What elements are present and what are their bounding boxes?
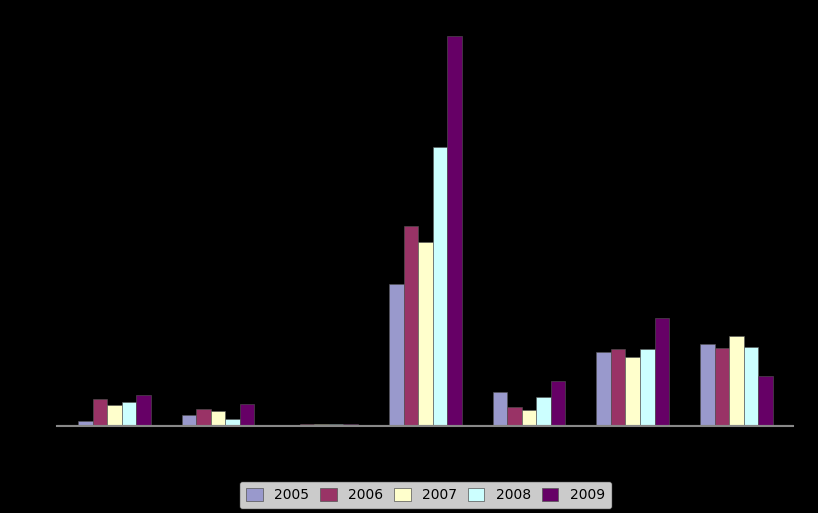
Bar xyxy=(136,396,151,426)
Bar xyxy=(403,226,418,426)
Bar xyxy=(92,400,107,426)
Bar xyxy=(329,424,344,426)
Bar xyxy=(344,424,358,426)
Bar xyxy=(300,424,314,426)
Bar xyxy=(240,404,254,426)
Bar xyxy=(211,411,225,426)
Bar xyxy=(596,352,611,426)
Bar xyxy=(758,376,773,426)
Bar xyxy=(196,409,211,426)
Bar xyxy=(626,358,640,426)
Bar xyxy=(640,349,654,426)
Bar xyxy=(314,424,329,426)
Bar xyxy=(537,397,551,426)
Bar xyxy=(182,415,196,426)
Bar xyxy=(654,318,669,426)
Bar xyxy=(389,284,403,426)
Bar xyxy=(729,337,744,426)
Bar xyxy=(611,349,626,426)
Bar xyxy=(522,410,537,426)
Bar xyxy=(285,425,300,426)
Bar xyxy=(715,348,729,426)
Bar xyxy=(492,391,507,426)
Legend: 2005, 2006, 2007, 2008, 2009: 2005, 2006, 2007, 2008, 2009 xyxy=(239,481,612,509)
Bar xyxy=(433,147,447,426)
Bar xyxy=(507,407,522,426)
Bar xyxy=(551,381,565,426)
Bar xyxy=(78,421,92,426)
Bar xyxy=(225,420,240,426)
Bar xyxy=(418,242,433,426)
Bar xyxy=(107,405,122,426)
Bar xyxy=(447,36,461,426)
Bar xyxy=(700,344,715,426)
Bar xyxy=(744,347,758,426)
Bar xyxy=(122,402,136,426)
